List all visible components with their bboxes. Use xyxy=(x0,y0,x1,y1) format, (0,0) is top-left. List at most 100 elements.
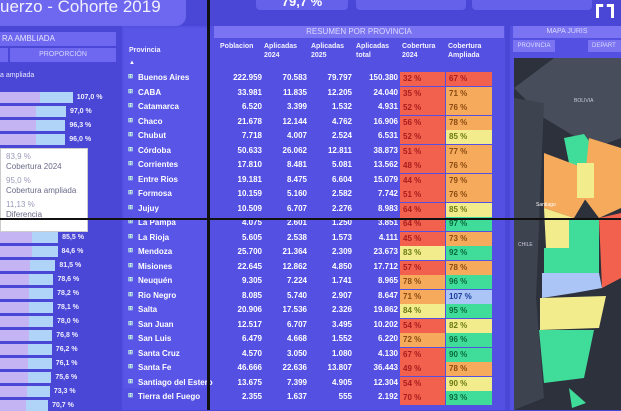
focus-mode-icon[interactable] xyxy=(596,4,614,18)
cobertura-ampliada-cell: 78 % xyxy=(446,362,492,376)
expand-icon[interactable]: ⊞ xyxy=(128,117,134,124)
expand-icon[interactable]: ⊞ xyxy=(128,204,134,211)
aplicadas-2025: 4.762 xyxy=(331,116,352,126)
table-row[interactable]: ⊞ Corrientes 17.810 8.481 5.081 13.562 48 %… xyxy=(124,159,494,173)
header-poblacion[interactable]: Poblacion xyxy=(220,43,254,50)
expand-icon[interactable]: ⊞ xyxy=(128,248,134,254)
cobertura-2024-cell: 84 % xyxy=(400,304,445,318)
table-row[interactable]: ⊞ Santa Fe 46.666 22.636 13.807 36.443 49 %… xyxy=(124,362,494,376)
expand-icon[interactable]: ⊞ xyxy=(128,132,134,138)
tab-proporcion[interactable]: PROPORCIÓN xyxy=(10,48,116,62)
bar-segment-ampliada xyxy=(28,330,53,341)
expand-icon[interactable]: ⊞ xyxy=(128,74,134,80)
table-row[interactable]: ⊞ Buenos Aires 222.959 70.583 79.797 150.38… xyxy=(124,72,494,86)
table-row[interactable]: ⊞ Formosa 10.159 5.160 2.582 7.742 51 % 76 … xyxy=(124,188,494,202)
table-row[interactable]: ⊞ Córdoba 50.633 26.062 12.811 38.873 51 % … xyxy=(124,144,494,159)
table-row[interactable]: ⊞ La Pampa 4.075 2.601 1.250 3.851 64 % 97 … xyxy=(124,217,494,231)
table-row[interactable]: ⊞ Tierra del Fuego 2.355 1.637 555 2.192 70… xyxy=(124,391,494,405)
argentina-map[interactable]: BOLIVIA Santiago CHILE xyxy=(514,58,621,410)
coverage-bar[interactable]: 97,0 % xyxy=(0,106,92,117)
bar-label: 76,8 % xyxy=(56,332,79,339)
coverage-bar[interactable]: 84,6 % xyxy=(0,246,83,257)
expand-icon[interactable]: ⊞ xyxy=(128,393,134,399)
coverage-bar[interactable]: 76,2 % xyxy=(0,344,78,355)
sort-arrow-icon[interactable]: ▲ xyxy=(129,60,135,66)
coverage-bar[interactable]: 96,3 % xyxy=(0,120,91,131)
coverage-bar[interactable]: 78,0 % xyxy=(0,316,79,327)
coverage-bar[interactable]: 107,0 % xyxy=(0,92,102,103)
coverage-bar[interactable]: 78,1 % xyxy=(0,302,79,313)
table-row[interactable]: ⊞ Salta 20.906 17.536 2.326 19.862 84 % 95 … xyxy=(124,304,494,318)
expand-icon[interactable]: ⊞ xyxy=(128,88,134,95)
table-row[interactable]: ⊞ Mendoza 25.700 21.364 2.309 23.673 83 % 9… xyxy=(124,246,494,260)
aplicadas-2024: 11.835 xyxy=(282,87,307,97)
expand-icon[interactable]: ⊞ xyxy=(128,378,134,385)
header-provincia[interactable]: Provincia xyxy=(129,47,161,54)
tab-left[interactable] xyxy=(0,48,8,62)
expand-icon[interactable]: ⊞ xyxy=(128,146,134,153)
bar-segment-ampliada xyxy=(35,134,66,145)
aplicadas-2024: 8.481 xyxy=(286,160,307,169)
cobertura-ampliada-cell: 85 % xyxy=(446,202,492,217)
expand-icon[interactable]: ⊞ xyxy=(128,364,134,370)
table-row[interactable]: ⊞ Neuquén 9.305 7.224 1.741 8.965 78 % 96 % xyxy=(124,275,494,289)
region-rio-negro xyxy=(542,273,602,298)
coverage-bar[interactable]: 85,5 % xyxy=(0,232,84,243)
expand-icon[interactable]: ⊞ xyxy=(128,349,134,356)
expand-icon[interactable]: ⊞ xyxy=(128,306,134,312)
table-row[interactable]: ⊞ Santiago del Estero 13.675 7.399 4.905 12… xyxy=(124,376,494,391)
poblacion: 5.605 xyxy=(241,232,262,242)
bar-label: 76,2 % xyxy=(55,346,78,353)
expand-icon[interactable]: ⊞ xyxy=(128,161,134,167)
expand-icon[interactable]: ⊞ xyxy=(128,103,134,109)
coverage-bar[interactable]: 70,7 % xyxy=(0,400,74,411)
table-row[interactable]: ⊞ Misiones 22.645 12.862 4.850 17.712 57 % … xyxy=(124,260,494,275)
expand-icon[interactable]: ⊞ xyxy=(128,320,134,327)
cobertura-2024-cell: 64 % xyxy=(400,217,445,231)
table-row[interactable]: ⊞ Entre Rios 19.181 8.475 6.604 15.079 44 %… xyxy=(124,173,494,188)
table-row[interactable]: ⊞ Chubut 7.718 4.007 2.524 6.531 52 % 85 % xyxy=(124,130,494,144)
expand-icon[interactable]: ⊞ xyxy=(128,219,134,225)
header-cobertura-ampliada[interactable]: Cobertura Ampliada xyxy=(448,43,482,59)
header-aplicadas-2024[interactable]: Aplicadas 2024 xyxy=(264,43,298,59)
coverage-bar[interactable]: 76,8 % xyxy=(0,330,78,341)
table-row[interactable]: ⊞ San Juan 12.517 6.707 3.495 10.202 54 % 8… xyxy=(124,318,494,333)
header-cobertura-2024[interactable]: Cobertura 2024 xyxy=(402,43,436,59)
table-row[interactable]: ⊞ Chaco 21.678 12.144 4.762 16.906 56 % 78 … xyxy=(124,115,494,130)
coverage-bar[interactable]: 73,3 % xyxy=(0,386,76,397)
expand-icon[interactable]: ⊞ xyxy=(128,335,134,341)
coverage-bar[interactable]: 78,6 % xyxy=(0,274,79,285)
bar-label: 84,6 % xyxy=(61,248,84,255)
expand-icon[interactable]: ⊞ xyxy=(128,277,134,283)
expand-icon[interactable]: ⊞ xyxy=(128,262,134,269)
aplicadas-2025: 1.250 xyxy=(331,218,352,227)
coverage-bar[interactable]: 78,2 % xyxy=(0,288,79,299)
dashboard-title: uerzo - Cohorte 2019 xyxy=(0,0,186,26)
table-row[interactable]: ⊞ Jujuy 10.509 6.707 2.276 8.983 64 % 85 % xyxy=(124,202,494,217)
province-name: Corrientes xyxy=(138,160,179,169)
aplicadas-2024: 4.668 xyxy=(286,334,307,343)
poblacion: 4.570 xyxy=(241,348,262,358)
table-row[interactable]: ⊞ La Rioja 5.605 2.538 1.573 4.111 45 % 73 … xyxy=(124,231,494,246)
coverage-bar[interactable]: 75,6 % xyxy=(0,372,77,383)
expand-icon[interactable]: ⊞ xyxy=(128,175,134,182)
coverage-bar[interactable]: 76,1 % xyxy=(0,358,78,369)
header-aplicadas-2025[interactable]: Aplicadas 2025 xyxy=(311,43,345,59)
aplicadas-total: 8.983 xyxy=(377,203,398,213)
aplicadas-2025: 2.276 xyxy=(331,203,352,213)
expand-icon[interactable]: ⊞ xyxy=(128,190,134,196)
table-row[interactable]: ⊞ CABA 33.981 11.835 12.205 24.040 35 % 71 … xyxy=(124,86,494,101)
tab-departamento[interactable]: DEPART xyxy=(588,40,621,52)
bar-label: 70,7 % xyxy=(52,402,74,409)
expand-icon[interactable]: ⊞ xyxy=(128,233,134,240)
table-row[interactable]: ⊞ Santa Cruz 4.570 3.050 1.080 4.130 67 % 9… xyxy=(124,347,494,362)
table-row[interactable]: ⊞ Catamarca 6.520 3.399 1.532 4.931 52 % 76… xyxy=(124,101,494,115)
coverage-bar[interactable]: 96,0 % xyxy=(0,134,91,145)
kpi-card: 79,7 % xyxy=(256,0,348,10)
table-row[interactable]: ⊞ San Luis 6.479 4.668 1.552 6.220 72 % 96 … xyxy=(124,333,494,347)
expand-icon[interactable]: ⊞ xyxy=(128,291,134,298)
tab-provincia[interactable]: PROVINCIA xyxy=(513,40,555,52)
coverage-bar[interactable]: 81,5 % xyxy=(0,260,81,271)
table-row[interactable]: ⊞ Rio Negro 8.085 5.740 2.907 8.647 71 % 10… xyxy=(124,289,494,304)
header-aplicadas-total[interactable]: Aplicadas total xyxy=(356,43,390,59)
